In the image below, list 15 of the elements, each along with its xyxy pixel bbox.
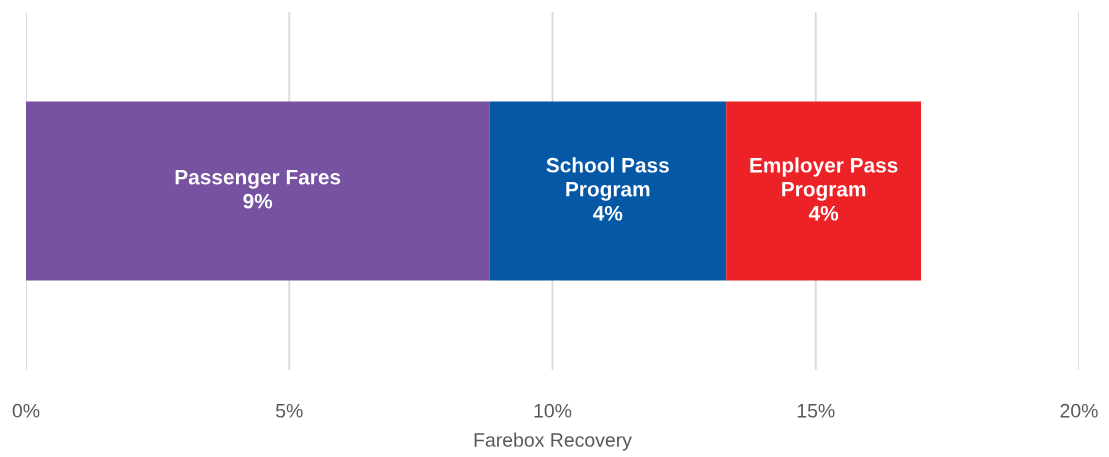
x-tick-label: 5% <box>275 403 303 418</box>
x-tick-label: 10% <box>534 403 572 418</box>
series-label: School Pass Program <box>546 157 669 201</box>
bar <box>26 101 490 281</box>
series-label: Employer Pass Program <box>750 157 898 201</box>
series-label: Passenger Fares <box>175 169 341 189</box>
data-label: 4% <box>808 205 839 221</box>
data-label: 4% <box>593 205 623 221</box>
x-axis-title: Farebox Recovery <box>474 432 632 451</box>
bar <box>726 101 922 281</box>
x-tick-label: 20% <box>1060 403 1098 418</box>
x-tick-label: 15% <box>797 403 835 418</box>
x-tick-label: 0% <box>12 403 40 418</box>
bar <box>489 101 727 281</box>
data-label: 9% <box>243 193 273 209</box>
